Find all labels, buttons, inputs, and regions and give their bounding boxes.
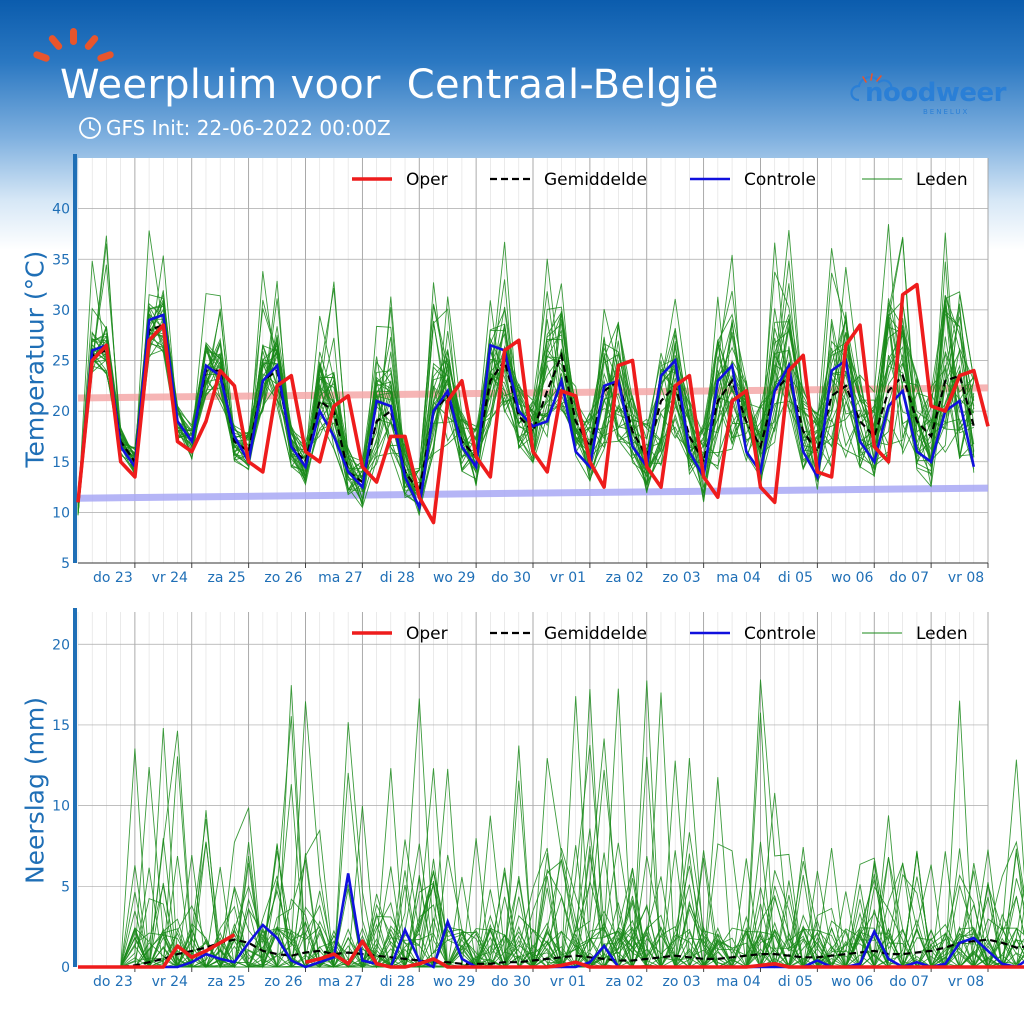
x-tick-label: za 25 <box>208 570 246 586</box>
y-tick-label: 15 <box>52 455 70 471</box>
x-tick-label: vr 24 <box>152 974 188 990</box>
member-line <box>78 692 1024 969</box>
y-tick-label: 30 <box>52 303 70 319</box>
y-tick-label: 0 <box>61 960 70 976</box>
x-tick-label: vr 24 <box>152 570 188 586</box>
y-tick-label: 5 <box>61 879 70 895</box>
oper-line <box>305 939 1024 969</box>
cloud-icon <box>850 73 893 102</box>
precipitation-chart: 0 5 10 15 20 do 23 vr 24 za 25 zo 26 ma 27 di 28 wo… <box>52 608 1024 990</box>
logo-text: noodweer <box>865 78 1006 108</box>
x-tick-label: za 25 <box>208 974 246 990</box>
legend-oper-label: Oper <box>406 624 448 644</box>
x-tick-label: zo 26 <box>264 974 302 990</box>
mean-line <box>78 938 1024 969</box>
member-line <box>77 280 975 507</box>
x-tick-label: wo 29 <box>433 974 475 990</box>
control-line <box>76 313 976 512</box>
oper-line <box>78 933 236 969</box>
y-tick-label: 40 <box>52 202 70 218</box>
y-axis-bar <box>73 154 77 563</box>
legend-mean-label: Gemiddelde <box>544 624 647 644</box>
y-tick-label: 5 <box>61 556 70 572</box>
y-tick-label: 25 <box>52 354 70 370</box>
init-time: GFS Init: 22-06-2022 00:00Z <box>78 116 391 140</box>
y-tick-label: 15 <box>52 718 70 734</box>
x-tick-label: di 05 <box>778 974 813 990</box>
temperature-chart: 5 10 15 20 25 30 35 40 do 23 vr 24 za 25 zo 26 ma 27… <box>52 154 990 586</box>
logo-sun-icon <box>33 28 114 62</box>
member-line <box>78 688 1024 969</box>
y-tick-label: 10 <box>52 505 70 521</box>
x-tick-label: do 30 <box>491 974 531 990</box>
y-tick-label: 10 <box>52 799 70 815</box>
x-tick-label: do 07 <box>889 974 929 990</box>
brand-logo: noodweer BENELUX <box>845 70 1006 120</box>
logo-subtext: BENELUX <box>923 108 970 116</box>
x-tick-label: do 23 <box>93 974 133 990</box>
x-tick-label: za 02 <box>606 974 644 990</box>
x-tick-label: wo 06 <box>831 974 873 990</box>
x-tick-label: zo 03 <box>663 974 701 990</box>
member-line <box>78 758 1024 969</box>
x-tick-label: ma 27 <box>318 974 362 990</box>
x-tick-label: wo 29 <box>433 570 475 586</box>
x-tick-label: vr 08 <box>948 570 984 586</box>
x-tick-label: ma 04 <box>716 974 761 990</box>
x-tick-label: vr 08 <box>948 974 984 990</box>
member-line <box>77 312 974 516</box>
member-line <box>78 852 1024 969</box>
x-tick-label: di 28 <box>380 974 415 990</box>
x-tick-label: ma 04 <box>716 570 761 586</box>
y-tick-label: 35 <box>52 252 70 268</box>
clock-icon <box>79 117 101 139</box>
x-tick-label: di 05 <box>778 570 813 586</box>
legend-control-label: Controle <box>744 624 816 644</box>
x-tick-label: do 30 <box>491 570 531 586</box>
init-time-label: GFS Init: 22-06-2022 00:00Z <box>106 116 391 140</box>
legend-members-label: Leden <box>916 170 968 190</box>
page-title: Weerpluim voor Centraal-België <box>60 62 719 108</box>
legend-control-label: Controle <box>744 170 816 190</box>
x-tick-label: di 28 <box>380 570 415 586</box>
x-tick-label: wo 06 <box>831 570 873 586</box>
y-axis-bar <box>73 608 77 967</box>
x-tick-label: zo 03 <box>663 570 701 586</box>
x-tick-label: zo 26 <box>264 570 302 586</box>
y-tick-label: 20 <box>52 637 70 653</box>
x-tick-label: za 02 <box>606 570 644 586</box>
y-tick-label: 20 <box>52 404 70 420</box>
climate-min-line <box>77 484 989 502</box>
x-tick-label: do 23 <box>93 570 133 586</box>
legend-oper-label: Oper <box>406 170 448 190</box>
legend-members-label: Leden <box>916 624 968 644</box>
x-tick-label: vr 01 <box>550 974 586 990</box>
climate-max-line <box>77 384 989 402</box>
x-tick-label: do 07 <box>889 570 929 586</box>
oper-line <box>76 282 990 525</box>
x-tick-label: vr 01 <box>550 570 586 586</box>
legend-mean-label: Gemiddelde <box>544 170 647 190</box>
x-tick-label: ma 27 <box>318 570 362 586</box>
